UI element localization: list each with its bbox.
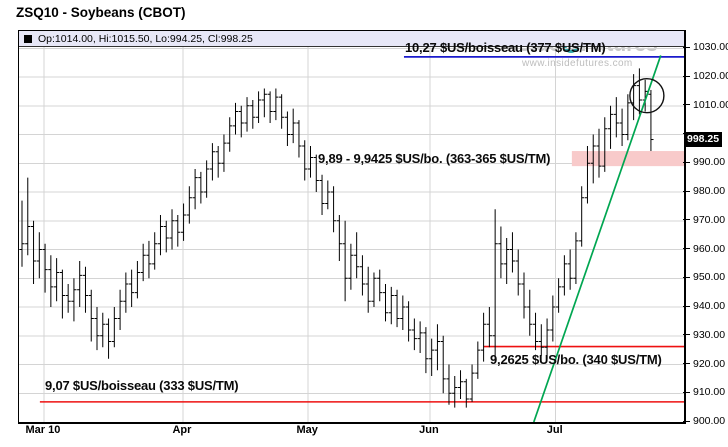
y-axis-label: 970.00 [693,213,726,226]
price-bars [19,68,654,408]
annotation-zone-989-994: 9,89 - 9,9425 $US/bo. (363-365 $US/TM) [318,151,551,166]
y-axis-label: 980.00 [693,185,726,197]
y-axis-tick [683,104,690,106]
quote-marker-square-icon [24,34,32,43]
y-axis-label: 940.00 [693,300,726,312]
y-axis-label: 1020.00 [693,70,728,82]
quote-bar: Op:1014.00, Hi:1015.50, Lo:994.25, Cl:99… [19,31,684,47]
y-axis-label: 910.00 [693,386,726,399]
x-axis-label: Apr [172,424,192,436]
y-axis-label: 1030.00 [693,41,728,54]
watermark-url: www.insidefutures.com [522,58,633,69]
chart-canvas [19,47,684,422]
y-axis-tick [683,190,690,192]
y-axis-label: 960.00 [693,242,726,255]
y-axis-tick [683,305,690,307]
x-axis-label: May [296,424,318,436]
y-axis: 1030.00 1020.00 1010.00 990.00 980.00 970.00 9… [683,0,728,447]
y-axis-label: 1010.00 [693,98,728,111]
y-axis-label: 900.00 [693,415,726,427]
annotation-support-926: 9,2625 $US/bo. (340 $US/TM) [490,352,662,367]
y-axis-label: 950.00 [693,271,726,284]
y-axis-label: 920.00 [693,357,726,370]
annotation-resistance-1027: 10,27 $US/boisseau (377 $US/TM) [405,40,606,55]
support-resistance-levels [39,55,684,403]
gridlines [19,47,684,422]
y-axis-tick [683,219,690,221]
plot-area: Op:1014.00, Hi:1015.50, Lo:994.25, Cl:99… [18,30,686,424]
page-title: ZSQ10 - Soybeans (CBOT) [16,5,186,20]
y-axis-tick [683,420,690,422]
quote-text: Op:1014.00, Hi:1015.50, Lo:994.25, Cl:99… [38,32,253,45]
y-axis-tick [683,363,690,364]
resistance-band [571,151,684,167]
y-axis-tick [683,248,690,249]
y-axis-tick [683,276,690,278]
y-axis-label: 990.00 [693,156,726,169]
y-axis-tick [683,334,690,336]
y-axis-tick [683,46,690,48]
y-axis-tick [683,391,690,393]
uptrend-line [532,55,662,422]
x-axis: Mar 10 Apr May Jun Jul [0,424,728,440]
annotation-support-907: 9,07 $US/boisseau (333 $US/TM) [45,378,239,393]
x-axis-label: Jul [546,424,563,436]
y-axis-label: 930.00 [693,328,726,341]
last-price-tag: 998.25 [684,131,723,147]
highlight-circle [629,77,665,114]
y-axis-tick [683,75,690,77]
x-axis-label: Mar 10 [25,424,61,436]
x-axis-label: Jun [419,424,439,436]
y-axis-tick [683,161,690,163]
